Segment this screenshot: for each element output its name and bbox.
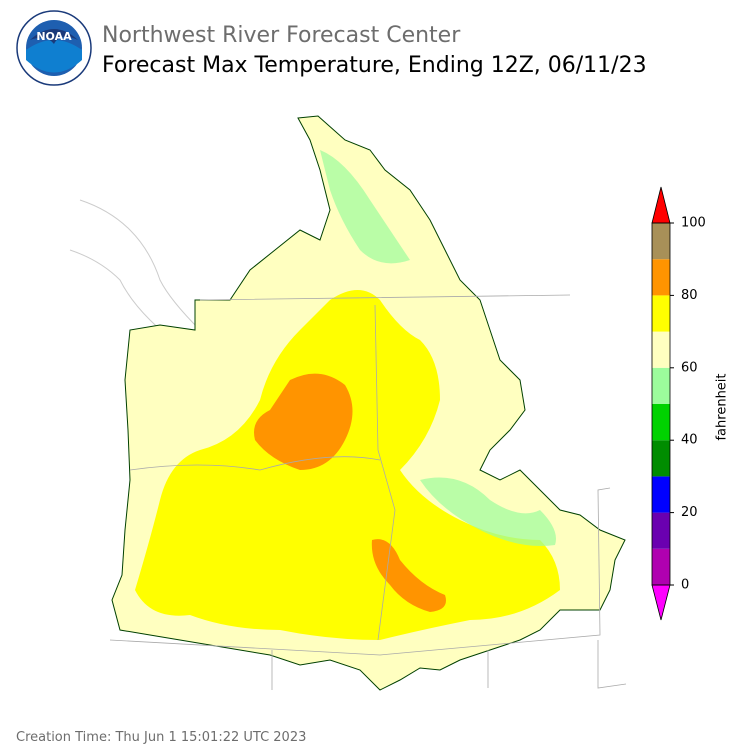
colorbar-bin: [652, 367, 670, 404]
colorbar-bin: [652, 295, 670, 332]
title: Northwest River Forecast Center: [102, 23, 461, 48]
colorbar-tick-label: 0: [681, 578, 689, 593]
colorbar-bin: [652, 548, 670, 585]
creation-time: Creation Time: Thu Jun 1 15:01:22 UTC 20…: [16, 730, 306, 745]
colorbar-bin: [652, 512, 670, 549]
colorbar-tick-label: 60: [681, 360, 698, 375]
noaa-logo: NOAA: [16, 10, 92, 86]
colorbar-frame: [651, 222, 671, 586]
colorbar-bin: [652, 404, 670, 441]
colorbar-under: [651, 584, 671, 621]
colorbar: 0 20 40 60 80 100: [651, 186, 706, 621]
colorbar-bin: [652, 476, 670, 513]
subtitle: Forecast Max Temperature, Ending 12Z, 06…: [102, 53, 647, 78]
logo-text: NOAA: [36, 30, 72, 43]
colorbar-tick-label: 20: [681, 505, 698, 520]
colorbar-over: [651, 186, 671, 224]
colorbar-bin: [652, 331, 670, 368]
colorbar-bin: [652, 223, 670, 260]
colorbar-tick-label: 100: [681, 216, 706, 231]
colorbar-bin: [652, 440, 670, 477]
colorbar-tick-label: 40: [681, 433, 698, 448]
map: [69, 115, 627, 691]
colorbar-tick-label: 80: [681, 288, 698, 303]
colorbar-bin: [652, 259, 670, 296]
colorbar-label: fahrenheit: [715, 373, 730, 440]
